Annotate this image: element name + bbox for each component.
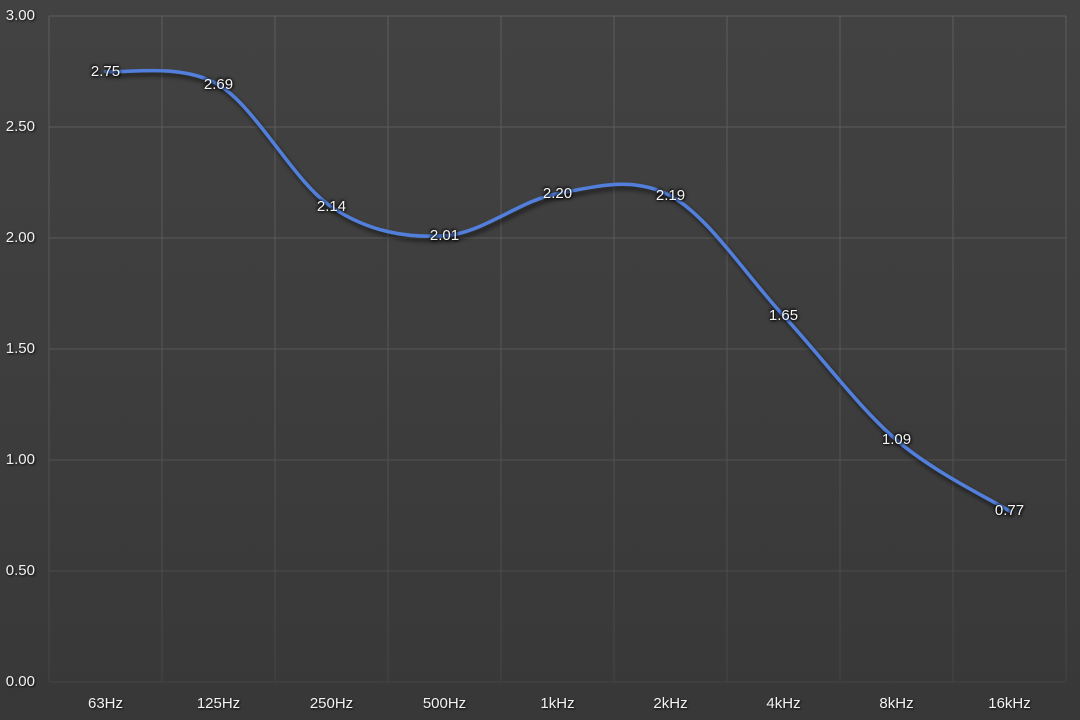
- data-point-label: 2.19: [655, 186, 686, 204]
- x-axis-tick-label: 4kHz: [766, 695, 801, 712]
- data-point-label: 2.01: [429, 226, 460, 244]
- y-axis-tick-label: 2.00: [5, 229, 35, 246]
- x-axis-tick-label: 16kHz: [988, 695, 1031, 712]
- x-axis-tick-label: 8kHz: [879, 695, 914, 712]
- data-point-label: 2.75: [90, 62, 121, 80]
- x-axis-tick-label: 1kHz: [540, 695, 575, 712]
- data-point-label: 2.20: [542, 184, 573, 202]
- y-axis-tick-label: 1.00: [5, 451, 35, 468]
- y-axis-tick-label: 2.50: [5, 118, 35, 135]
- series-line: [103, 68, 1012, 513]
- x-axis-tick-label: 500Hz: [422, 695, 467, 712]
- data-point-label: 2.14: [316, 197, 347, 215]
- x-axis-tick-label: 2kHz: [653, 695, 688, 712]
- x-axis-tick-label: 63Hz: [87, 695, 124, 712]
- y-axis-tick-label: 1.50: [5, 340, 35, 357]
- data-point-label: 0.77: [994, 502, 1025, 520]
- x-axis-tick-label: 250Hz: [309, 695, 354, 712]
- y-axis-tick-label: 3.00: [5, 7, 35, 24]
- y-axis-tick-label: 0.50: [5, 562, 35, 579]
- gridlines: [48, 15, 1067, 683]
- data-point-label: 2.69: [203, 75, 234, 93]
- data-point-label: 1.09: [881, 431, 912, 449]
- x-axis-tick-label: 125Hz: [196, 695, 241, 712]
- data-point-label: 1.65: [768, 306, 799, 324]
- y-axis-tick-label: 0.00: [5, 673, 35, 690]
